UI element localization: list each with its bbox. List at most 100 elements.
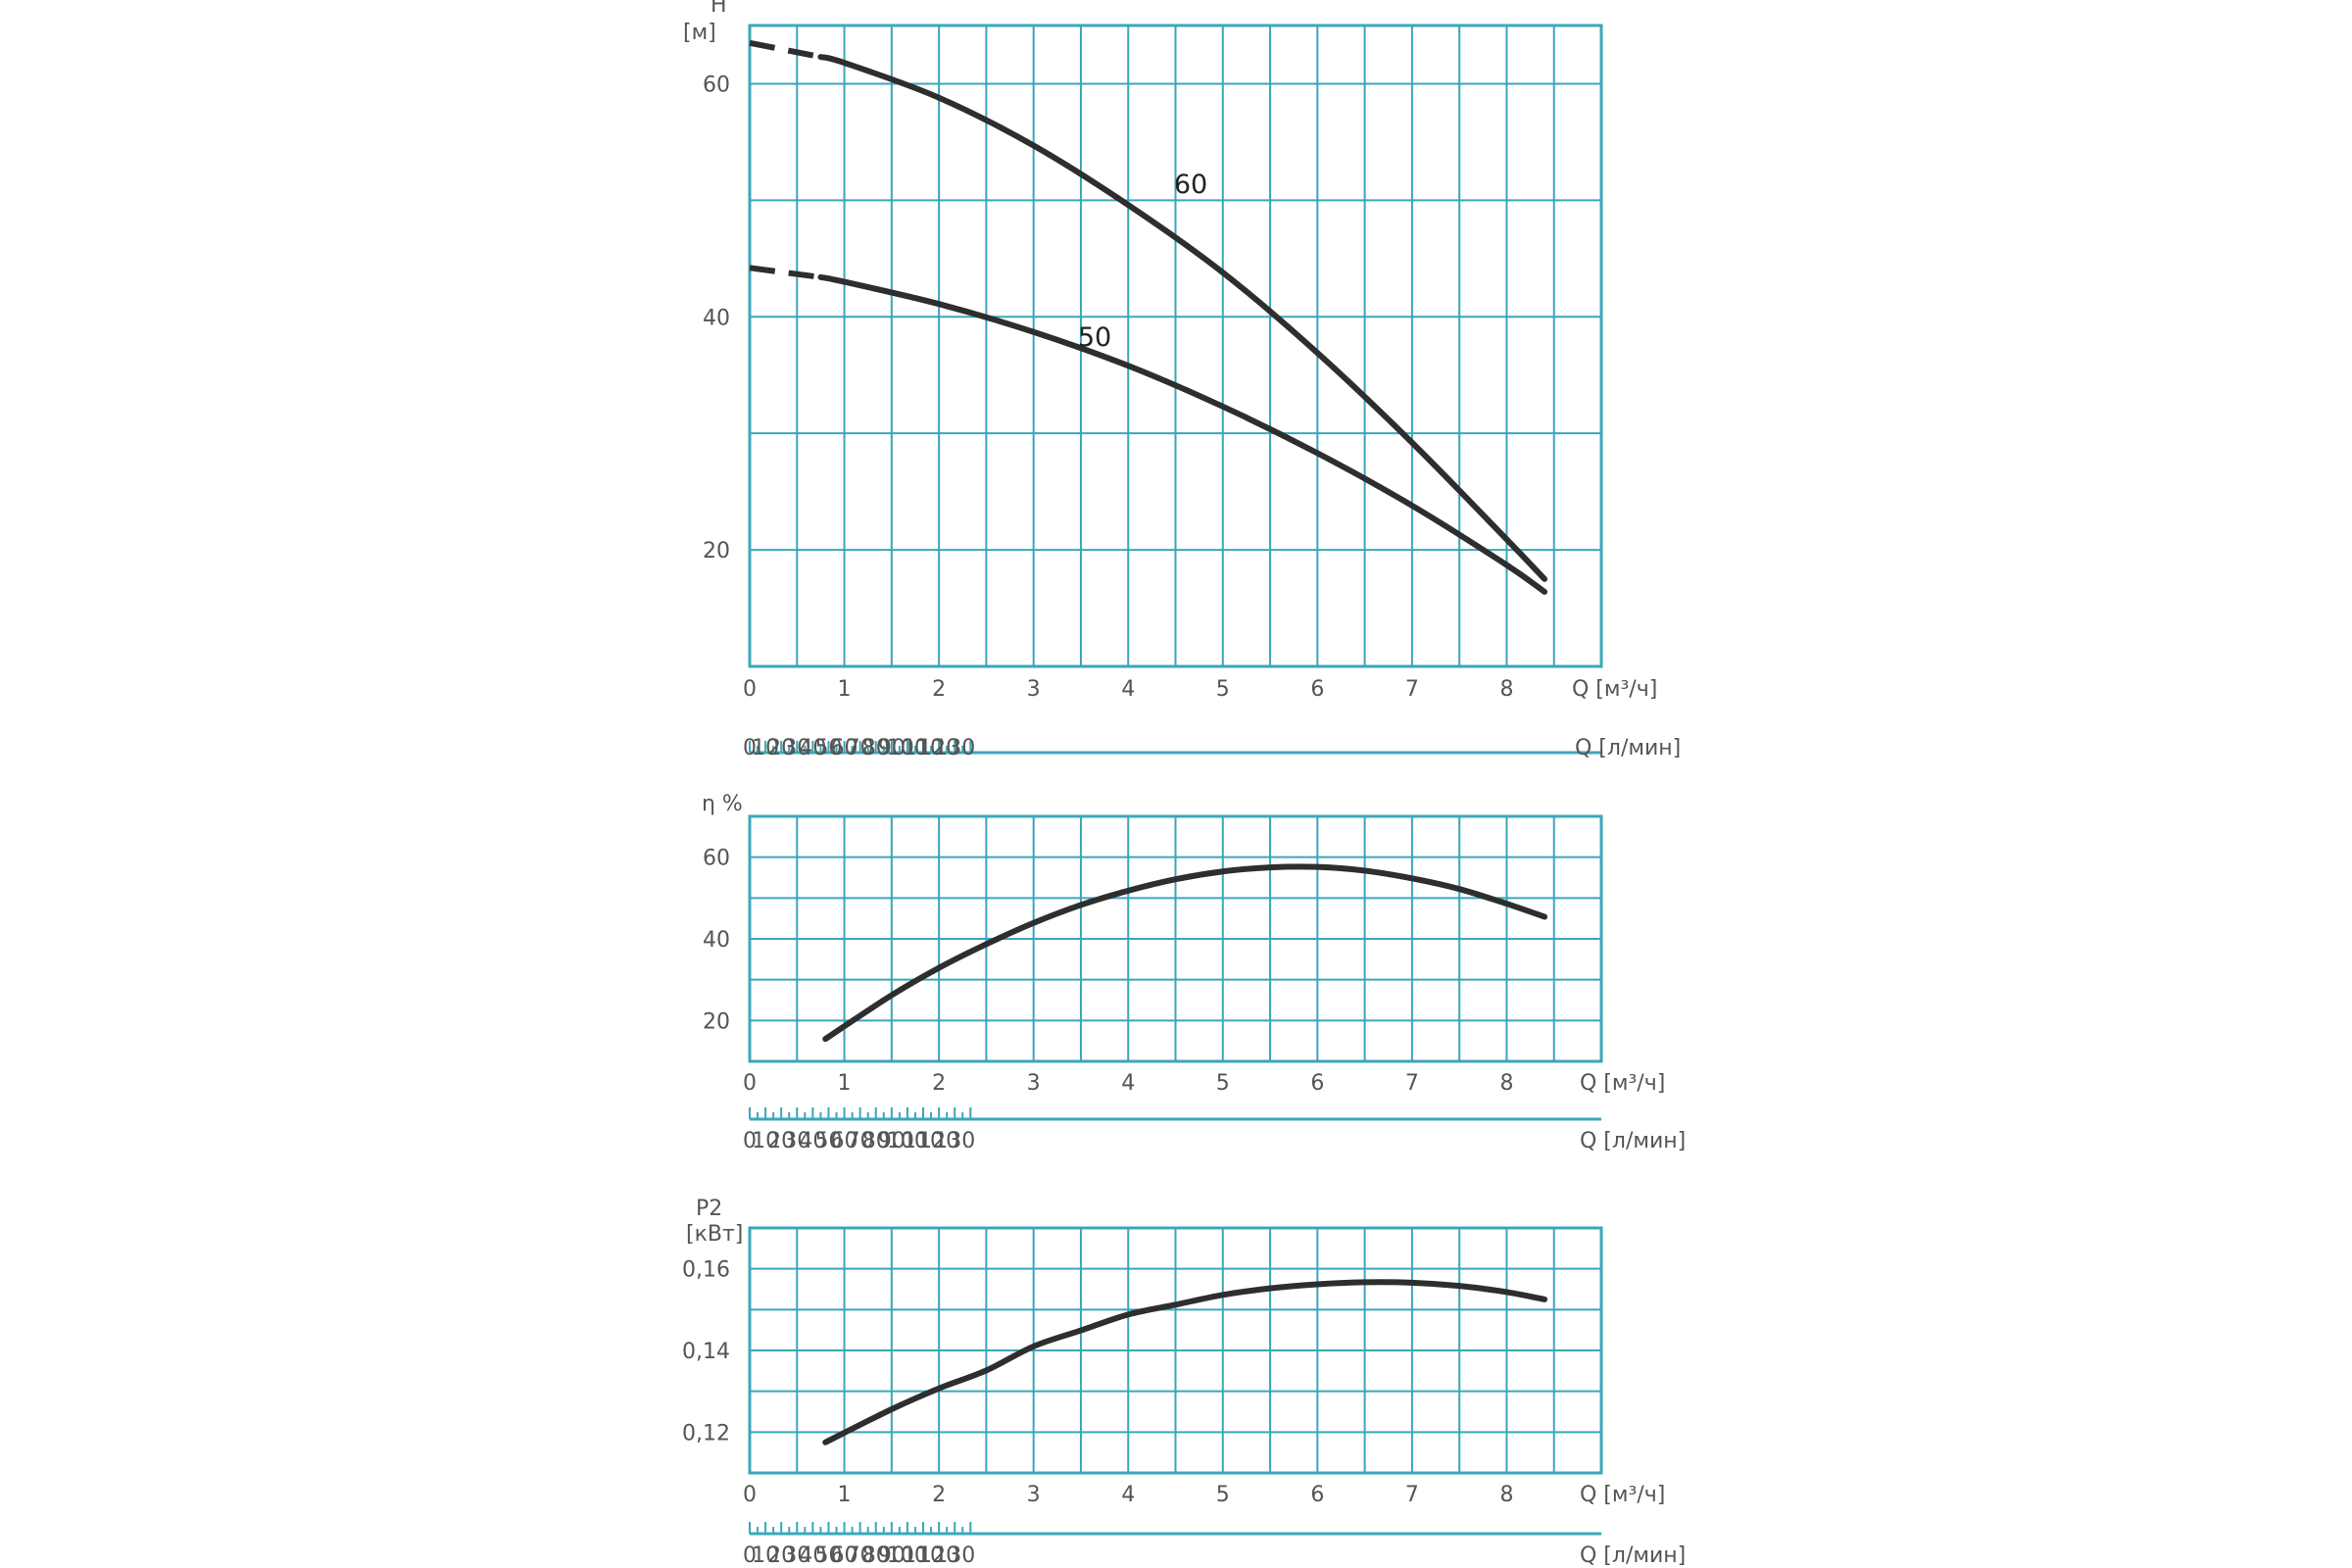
- x-tick-label: 0: [743, 1071, 757, 1096]
- secondary-x-tick-label: 10: [752, 1544, 779, 1568]
- x-tick-label: 7: [1405, 1071, 1419, 1096]
- x-tick-label: 0: [743, 1483, 757, 1507]
- y-tick-label: 20: [703, 539, 730, 564]
- x-tick-label: 7: [1405, 677, 1419, 702]
- x-tick-label: 5: [1216, 1071, 1230, 1096]
- y-axis-unit: [кВт]: [686, 1222, 743, 1247]
- x-tick-label: 0: [743, 677, 757, 702]
- secondary-x-tick-label: 10: [752, 1129, 779, 1153]
- series-line: [822, 1279, 1548, 1446]
- secondary-x-tick-label: 40: [799, 1544, 826, 1568]
- secondary-x-tick-label: 100: [887, 1129, 928, 1153]
- x-tick-label: 1: [838, 1483, 852, 1507]
- y-axis-label: H: [710, 0, 727, 18]
- secondary-x-tick-label: 0: [743, 1129, 757, 1153]
- x-tick-label: 3: [1027, 677, 1041, 702]
- secondary-x-tick-label: 70: [847, 736, 874, 760]
- x-tick-label: 5: [1216, 677, 1230, 702]
- secondary-x-tick-label: 110: [903, 736, 944, 760]
- secondary-x-tick-label: 10: [752, 736, 779, 760]
- plot-frame: [748, 814, 1603, 1063]
- x-tick-label: 3: [1027, 1071, 1041, 1096]
- y-axis-unit: [м]: [683, 21, 716, 45]
- y-axis-label: P2: [696, 1197, 722, 1221]
- secondary-x-tick-label: 130: [934, 1129, 975, 1153]
- secondary-x-tick-label: 20: [767, 736, 795, 760]
- secondary-x-tick-label: 20: [767, 1544, 795, 1568]
- plot-frame: [748, 1226, 1603, 1475]
- secondary-x-tick-label: 70: [847, 1544, 874, 1568]
- y-tick-label: 0,14: [682, 1340, 730, 1364]
- secondary-x-tick-label: 50: [814, 1544, 842, 1568]
- x-tick-label: 6: [1310, 677, 1324, 702]
- x-tick-label: 5: [1216, 1483, 1230, 1507]
- x-axis-label-primary: Q [м³/ч]: [1572, 677, 1657, 702]
- x-tick-label: 8: [1499, 1483, 1513, 1507]
- x-tick-label: 4: [1121, 677, 1135, 702]
- series-line: [817, 54, 1548, 582]
- secondary-x-tick-label: 40: [799, 1129, 826, 1153]
- secondary-x-tick-label: 30: [783, 1129, 810, 1153]
- secondary-x-tick-label: 90: [878, 1544, 906, 1568]
- secondary-x-tick-label: 100: [887, 1544, 928, 1568]
- secondary-x-tick-label: 20: [767, 1129, 795, 1153]
- y-tick-label: 0,16: [682, 1258, 730, 1283]
- secondary-x-tick-label: 120: [918, 736, 959, 760]
- x-tick-label: 4: [1121, 1071, 1135, 1096]
- secondary-x-tick-label: 60: [831, 1129, 858, 1153]
- secondary-x-tick-label: 30: [783, 1544, 810, 1568]
- x-tick-label: 2: [932, 1483, 946, 1507]
- secondary-x-tick-label: 90: [878, 1129, 906, 1153]
- x-tick-label: 4: [1121, 1483, 1135, 1507]
- x-tick-label: 8: [1499, 1071, 1513, 1096]
- secondary-x-tick-label: 0: [743, 1544, 757, 1568]
- series-line-dashed: [749, 39, 821, 61]
- x-axis-label-primary: Q [м³/ч]: [1580, 1071, 1665, 1096]
- x-tick-label: 8: [1499, 677, 1513, 702]
- series-label: 50: [1078, 322, 1111, 353]
- secondary-x-tick-label: 30: [783, 736, 810, 760]
- x-tick-label: 2: [932, 677, 946, 702]
- series-line-dashed: [749, 265, 821, 280]
- x-tick-label: 2: [932, 1071, 946, 1096]
- y-tick-label: 40: [703, 306, 730, 330]
- x-tick-label: 1: [838, 677, 852, 702]
- x-axis-label-secondary: Q [л/мин]: [1580, 1129, 1686, 1153]
- gridlines: [749, 1227, 1602, 1474]
- secondary-x-tick-label: 120: [918, 1544, 959, 1568]
- secondary-x-tick-label: 90: [878, 736, 906, 760]
- x-tick-label: 7: [1405, 1483, 1419, 1507]
- secondary-x-tick-label: 60: [831, 1544, 858, 1568]
- series-line: [817, 273, 1548, 595]
- secondary-x-tick-label: 130: [934, 736, 975, 760]
- secondary-x-tick-label: 70: [847, 1129, 874, 1153]
- x-tick-label: 6: [1310, 1071, 1324, 1096]
- secondary-x-tick-label: 40: [799, 736, 826, 760]
- secondary-x-tick-label: 110: [903, 1544, 944, 1568]
- y-tick-label: 0,12: [682, 1421, 730, 1446]
- secondary-x-tick-label: 120: [918, 1129, 959, 1153]
- y-axis-label: η %: [702, 792, 743, 816]
- plot-frame: [748, 24, 1603, 668]
- y-tick-label: 60: [703, 73, 730, 97]
- series-label: 60: [1174, 170, 1207, 200]
- x-tick-label: 3: [1027, 1483, 1041, 1507]
- secondary-x-tick-label: 130: [934, 1544, 975, 1568]
- y-tick-label: 40: [703, 928, 730, 953]
- gridlines: [749, 815, 1602, 1062]
- secondary-x-tick-label: 110: [903, 1129, 944, 1153]
- secondary-x-tick-label: 80: [862, 1129, 890, 1153]
- series-line: [822, 863, 1548, 1043]
- secondary-x-tick-label: 100: [887, 736, 928, 760]
- x-axis-label-secondary: Q [л/мин]: [1575, 736, 1681, 760]
- x-tick-label: 1: [838, 1071, 852, 1096]
- secondary-x-tick-label: 50: [814, 1129, 842, 1153]
- secondary-x-tick-label: 80: [862, 736, 890, 760]
